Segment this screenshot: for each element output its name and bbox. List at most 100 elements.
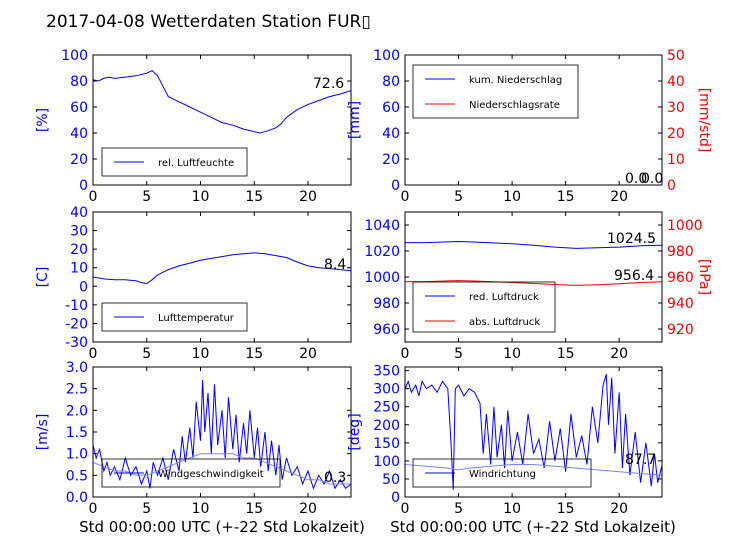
y-tick-label: -30 [65, 335, 88, 351]
legend-label: Lufttemperatur [158, 313, 235, 324]
y-tick-label: 60 [382, 100, 400, 116]
y-tick-label: 100 [373, 48, 400, 64]
y-tick-label: 1.0 [66, 447, 88, 463]
x-tick-label: 10 [503, 189, 521, 205]
y-axis-label: [m/s] [35, 414, 51, 451]
legend: Windrichtung [412, 458, 592, 488]
x-tick-label: 5 [142, 346, 151, 362]
x-tick-label: 10 [192, 501, 210, 517]
legend-label: rel. Luftfeuchte [158, 158, 234, 169]
y-axis-label-right: [mm/std] [696, 88, 712, 153]
last-value-label-2: 956.4 [614, 268, 654, 284]
x-tick-label: 10 [192, 346, 210, 362]
series-line-1 [405, 240, 662, 249]
y-tick-label: 80 [70, 74, 88, 90]
y-tick-label: -10 [65, 298, 88, 314]
y-tick-label: 250 [373, 400, 400, 416]
x-tick-label: 10 [503, 501, 521, 517]
y-tick-label-right: 0 [667, 178, 676, 194]
y-tick-label: 10 [70, 261, 88, 277]
y-tick-label-right: 50 [667, 48, 685, 64]
axes-frame [92, 366, 352, 498]
x-tick-label: 5 [142, 501, 151, 517]
subplot-6: 0 5 10 15 20050100150200250300350[deg]Windri… [347, 364, 663, 517]
y-tick-label: 0 [391, 490, 400, 506]
x-tick-label: 15 [245, 501, 263, 517]
x-tick-label: 0 [89, 189, 98, 205]
y-axis-label: [deg] [347, 413, 363, 450]
y-tick-label: 3.0 [66, 360, 88, 376]
series-line-1 [93, 252, 351, 285]
subplot-5: 0 5 10 15 20 0.0 0.5 1.0 1.5 2.0 2.5 3.0 [m/s] Windge… [35, 360, 352, 517]
legend-label: red. Luftdruck [469, 292, 539, 303]
y-tick-label: 20 [382, 152, 400, 168]
y-axis-label-right: [hPa] [696, 259, 712, 295]
y-tick-label-right: 40 [667, 74, 685, 90]
y-tick-label: 100 [373, 454, 400, 470]
legend-box [101, 458, 281, 488]
y-tick-label-right: 940 [667, 296, 694, 312]
y-tick-label: 2.5 [66, 382, 88, 398]
y-tick-label: 2.0 [66, 403, 88, 419]
x-tick-label: 5 [454, 346, 463, 362]
x-tick-label: 10 [503, 346, 521, 362]
y-tick-label-right: 10 [667, 152, 685, 168]
y-tick-label-right: 20 [667, 126, 685, 142]
y-tick-label: 350 [373, 364, 400, 380]
y-tick-label-right: 30 [667, 100, 685, 116]
last-value-label: 8.4 [324, 257, 346, 273]
legend: red. Luftdruck abs. Luftdruck [412, 281, 556, 333]
y-tick-label: 0 [391, 178, 400, 194]
series-line-1 [93, 379, 351, 490]
y-tick-label: 40 [70, 126, 88, 142]
x-tick-label: 0 [401, 189, 410, 205]
series-line-1 [405, 374, 662, 490]
x-tick-label: 0 [401, 346, 410, 362]
y-tick-label: 50 [382, 472, 400, 488]
plot-area [405, 55, 662, 185]
x-tick-label: 5 [454, 189, 463, 205]
legend-label: kum. Niederschlag [469, 75, 562, 86]
y-tick-label: 0 [79, 279, 88, 295]
axes-frame [404, 211, 663, 343]
y-tick-label-right: 1000 [667, 218, 703, 234]
x-axis-label-left: Std 00:00:00 UTC (+-22 Std Lokalzeit) [79, 518, 365, 536]
x-tick-label: 15 [557, 501, 575, 517]
y-axis-label: [C] [35, 267, 51, 288]
series-line-2 [405, 464, 662, 476]
series-line-2 [93, 453, 351, 485]
axes-frame [92, 211, 352, 343]
x-tick-label: 15 [245, 346, 263, 362]
legend-box [101, 302, 248, 332]
y-tick-label: 1040 [364, 218, 400, 234]
last-value-label: 0.3 [324, 470, 346, 486]
figure-title: 2017-04-08 Wetterdaten Station FUR▯ [46, 12, 371, 32]
series-line-2 [405, 280, 662, 286]
plot-area [405, 212, 662, 342]
y-tick-label: 1.5 [66, 425, 88, 441]
legend-label: Niederschlagsrate [469, 100, 560, 111]
subplot-1: 0 5 10 15 20 0 20 40 60 80 100 [%] rel. Luftfeuchte 7… [35, 48, 352, 205]
y-tick-label: 0 [79, 178, 88, 194]
legend-label: Windgeschwindigkeit [158, 469, 264, 480]
y-tick-label: 30 [70, 224, 88, 240]
y-tick-label: 980 [373, 296, 400, 312]
y-tick-label-right: 960 [667, 270, 694, 286]
y-tick-label: 1020 [364, 244, 400, 260]
y-tick-label: 20 [70, 152, 88, 168]
y-tick-label: 20 [70, 242, 88, 258]
legend-box [412, 458, 592, 488]
x-tick-label: 20 [610, 346, 628, 362]
x-axis-label-right: Std 00:00:00 UTC (+-22 Std Lokalzeit) [390, 518, 676, 536]
y-tick-label-right: 980 [667, 244, 694, 260]
last-value-label-2: 0.0 [641, 171, 663, 187]
legend-box [101, 147, 248, 177]
legend-box [412, 64, 579, 119]
axes-frame [404, 366, 663, 498]
x-tick-label: 15 [557, 189, 575, 205]
last-value-label: 1024.5 [607, 231, 656, 247]
y-tick-label: 0.0 [66, 490, 88, 506]
x-tick-label: 5 [454, 501, 463, 517]
y-tick-label: 1000 [364, 270, 400, 286]
subplot-2: 0 5 10 15 20 0 20 40 60 80 100 0 10 20 30 40 50 [mm/std] [… [347, 48, 712, 205]
